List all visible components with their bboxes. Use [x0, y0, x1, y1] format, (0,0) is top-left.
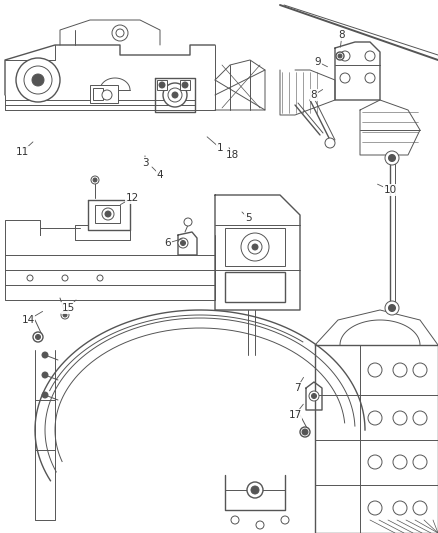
- Circle shape: [231, 516, 239, 524]
- Circle shape: [389, 155, 396, 161]
- Bar: [93, 88, 103, 100]
- Text: 8: 8: [339, 30, 345, 40]
- Circle shape: [368, 411, 382, 425]
- Text: 3: 3: [141, 158, 148, 168]
- Circle shape: [112, 25, 128, 41]
- Circle shape: [16, 58, 60, 102]
- Circle shape: [368, 501, 382, 515]
- Circle shape: [105, 211, 111, 217]
- Circle shape: [42, 352, 48, 358]
- Bar: [180, 80, 190, 90]
- Circle shape: [172, 92, 178, 98]
- Circle shape: [256, 521, 264, 529]
- Text: 8: 8: [311, 90, 317, 100]
- Circle shape: [311, 393, 317, 399]
- Circle shape: [325, 138, 335, 148]
- Bar: [90, 85, 118, 103]
- Circle shape: [302, 429, 308, 435]
- Circle shape: [42, 392, 48, 398]
- Circle shape: [163, 83, 187, 107]
- Circle shape: [252, 244, 258, 250]
- Circle shape: [413, 411, 427, 425]
- Text: 9: 9: [314, 57, 321, 67]
- Circle shape: [62, 275, 68, 281]
- Circle shape: [184, 218, 192, 226]
- Circle shape: [251, 486, 259, 494]
- Circle shape: [93, 178, 97, 182]
- Text: 15: 15: [61, 303, 74, 313]
- Circle shape: [413, 363, 427, 377]
- Bar: [225, 228, 285, 266]
- Circle shape: [338, 54, 342, 58]
- Circle shape: [365, 51, 375, 61]
- Circle shape: [413, 455, 427, 469]
- Circle shape: [91, 176, 99, 184]
- Circle shape: [24, 66, 52, 94]
- Circle shape: [102, 90, 112, 100]
- Text: 5: 5: [245, 213, 251, 223]
- Circle shape: [393, 411, 407, 425]
- Circle shape: [168, 88, 182, 102]
- Circle shape: [180, 240, 186, 246]
- Text: 6: 6: [165, 238, 171, 248]
- Circle shape: [159, 82, 165, 88]
- Circle shape: [248, 240, 262, 254]
- Text: 7: 7: [294, 383, 300, 393]
- Bar: [225, 272, 285, 302]
- Circle shape: [368, 363, 382, 377]
- Text: 11: 11: [15, 147, 28, 157]
- Circle shape: [33, 332, 43, 342]
- Text: 18: 18: [226, 150, 239, 160]
- Bar: [95, 205, 120, 223]
- Circle shape: [35, 335, 40, 340]
- Text: 1: 1: [217, 143, 223, 153]
- Circle shape: [61, 311, 69, 319]
- Text: 17: 17: [288, 410, 302, 420]
- Circle shape: [393, 455, 407, 469]
- Circle shape: [336, 52, 344, 60]
- Circle shape: [385, 301, 399, 315]
- Circle shape: [241, 233, 269, 261]
- Bar: [157, 80, 167, 90]
- Circle shape: [340, 51, 350, 61]
- Circle shape: [393, 363, 407, 377]
- Circle shape: [309, 391, 319, 401]
- Circle shape: [247, 482, 263, 498]
- Circle shape: [385, 151, 399, 165]
- Circle shape: [178, 238, 188, 248]
- Text: 12: 12: [125, 193, 138, 203]
- Circle shape: [102, 208, 114, 220]
- Circle shape: [32, 74, 44, 86]
- Circle shape: [42, 372, 48, 378]
- Circle shape: [300, 427, 310, 437]
- Circle shape: [365, 73, 375, 83]
- Circle shape: [27, 275, 33, 281]
- Circle shape: [393, 501, 407, 515]
- Circle shape: [97, 275, 103, 281]
- Text: 10: 10: [383, 185, 396, 195]
- Circle shape: [182, 82, 188, 88]
- Text: 4: 4: [157, 170, 163, 180]
- Circle shape: [63, 313, 67, 317]
- Circle shape: [116, 29, 124, 37]
- Text: 14: 14: [21, 315, 35, 325]
- Circle shape: [340, 73, 350, 83]
- Circle shape: [413, 501, 427, 515]
- Circle shape: [389, 304, 396, 311]
- Circle shape: [281, 516, 289, 524]
- Circle shape: [368, 455, 382, 469]
